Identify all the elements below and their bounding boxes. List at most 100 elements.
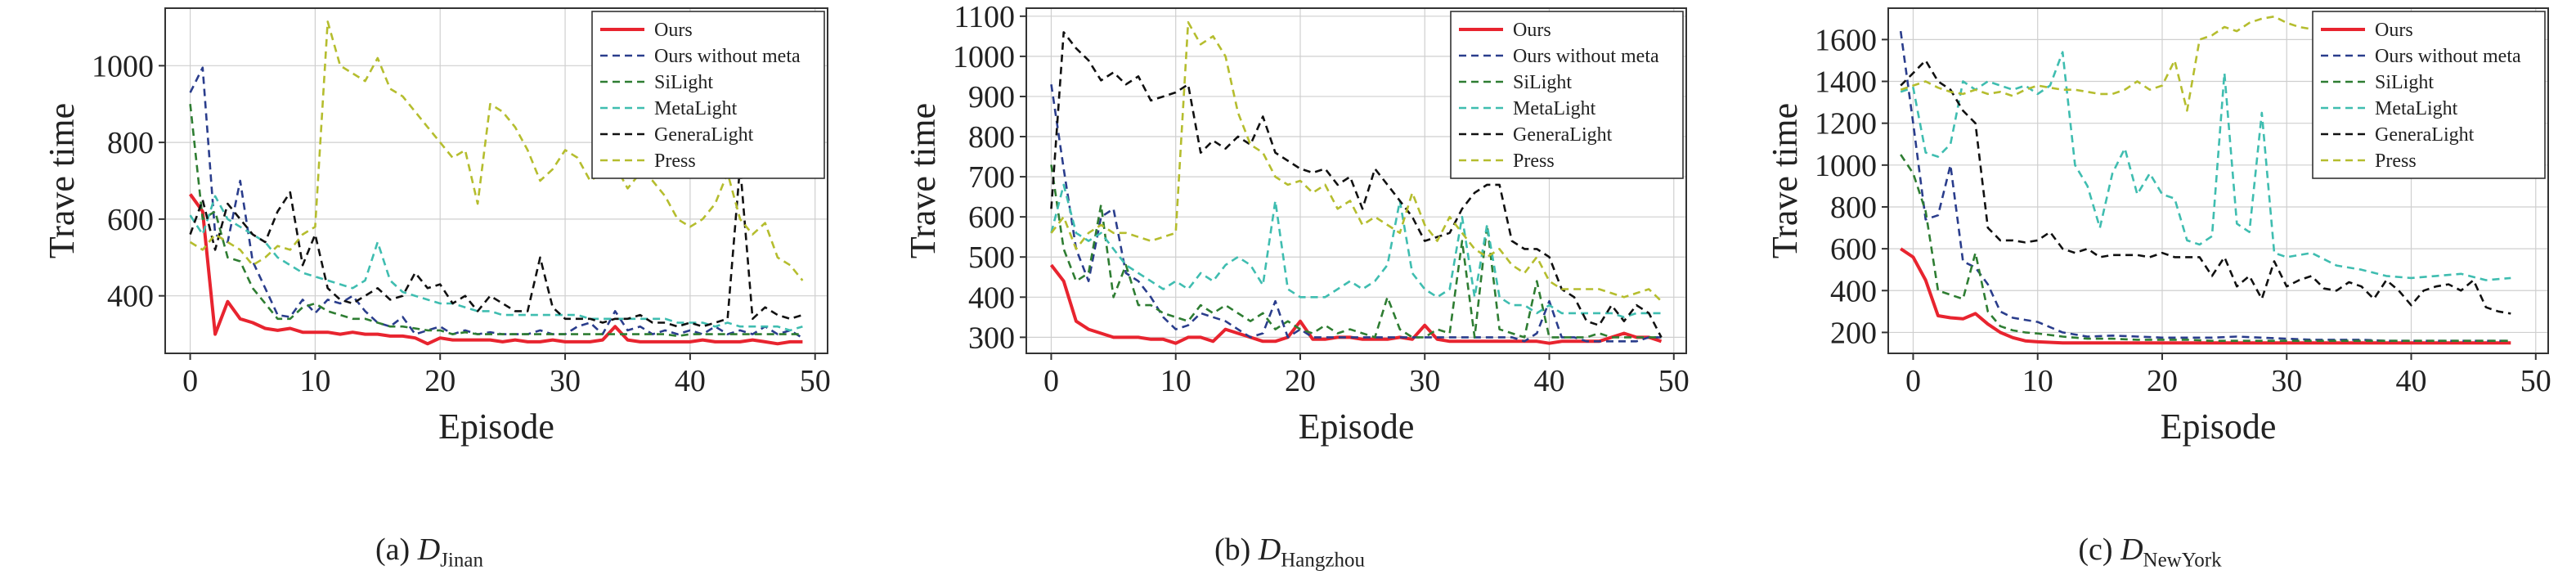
legend-box bbox=[591, 11, 825, 179]
caption-prefix: (b) bbox=[1214, 532, 1251, 567]
series-line-press bbox=[1900, 15, 2312, 112]
series-line-ours-without-meta bbox=[1899, 30, 2511, 343]
x-tick-label: 50 bbox=[1658, 364, 1690, 398]
caption-sub: Jinan bbox=[440, 549, 483, 572]
x-tick-label: 50 bbox=[800, 364, 831, 398]
x-tick-label: 0 bbox=[182, 364, 198, 398]
legend-box bbox=[1450, 11, 1684, 179]
x-tick-label: 10 bbox=[2022, 364, 2053, 398]
y-tick-label: 1400 bbox=[1815, 65, 1877, 100]
y-tick-label: 1000 bbox=[92, 49, 154, 83]
y-tick-label: 700 bbox=[968, 160, 1015, 195]
y-tick-label: 300 bbox=[968, 321, 1015, 355]
x-tick-label: 20 bbox=[424, 364, 456, 398]
legend-label: Ours without meta bbox=[654, 46, 801, 67]
series-line-silight bbox=[1050, 164, 1662, 339]
chart-svg-hangzhou: 0 10 20 30 40 50 300 400 500 600 700 800 900 1000 1100… bbox=[903, 0, 1690, 447]
caption-var: D bbox=[2120, 532, 2143, 567]
y-tick-label: 500 bbox=[968, 240, 1015, 275]
x-tick-label: 40 bbox=[1534, 364, 1565, 398]
chart-caption-newyork: (c) DNewYork bbox=[1721, 532, 2576, 573]
series-line-silight bbox=[189, 104, 803, 338]
series-line-press bbox=[189, 20, 804, 281]
x-tick-label: 30 bbox=[550, 364, 581, 398]
legend-label: Press bbox=[1513, 150, 1555, 172]
legend-label: MetaLight bbox=[654, 98, 738, 119]
legend: Ours Ours without meta SiLight MetaLight Gen… bbox=[2312, 11, 2546, 179]
series-line-metalight bbox=[1050, 183, 1662, 319]
series-line-metalight bbox=[189, 195, 803, 332]
caption-var: D bbox=[1258, 532, 1281, 567]
legend-label: GeneraLight bbox=[2375, 124, 2475, 146]
series-line-generalight bbox=[189, 164, 803, 328]
x-axis-label: Episode bbox=[438, 407, 554, 447]
legend: Ours Ours without meta SiLight MetaLight Gen… bbox=[1450, 11, 1684, 179]
y-tick-label: 200 bbox=[1830, 316, 1877, 350]
legend-label: Ours bbox=[654, 20, 693, 41]
series-line-generalight bbox=[1900, 59, 2511, 315]
y-tick-label: 400 bbox=[968, 281, 1015, 315]
chart-panel-newyork: 0 10 20 30 40 50 200 400 600 800 1000 1200 1400 1600 E… bbox=[1721, 0, 2576, 584]
chart-caption-hangzhou: (b) DHangzhou bbox=[860, 532, 1719, 573]
series-line-silight bbox=[1900, 154, 2511, 343]
legend-label: Ours without meta bbox=[1513, 46, 1659, 67]
caption-var: D bbox=[417, 532, 441, 567]
legend: Ours Ours without meta SiLight MetaLight Gen… bbox=[591, 11, 825, 179]
y-tick-label: 800 bbox=[107, 126, 154, 160]
x-axis-label: Episode bbox=[2161, 407, 2277, 447]
caption-prefix: (a) bbox=[375, 532, 411, 567]
x-tick-label: 40 bbox=[675, 364, 706, 398]
x-tick-label: 30 bbox=[2271, 364, 2302, 398]
y-tick-label: 400 bbox=[107, 280, 154, 314]
caption-sub: Hangzhou bbox=[1281, 549, 1365, 572]
y-tick-label: 600 bbox=[107, 203, 154, 237]
y-tick-label: 900 bbox=[968, 80, 1015, 115]
x-tick-label: 10 bbox=[299, 364, 330, 398]
x-tick-label: 30 bbox=[1409, 364, 1440, 398]
series-line-press bbox=[1050, 20, 1663, 303]
legend-label: Ours without meta bbox=[2375, 46, 2521, 67]
series-line-ours bbox=[1900, 247, 2511, 345]
x-tick-label: 10 bbox=[1160, 364, 1192, 398]
legend-label: GeneraLight bbox=[1513, 124, 1613, 146]
chart-panel-jinan: 0 10 20 30 40 50 400 600 800 1000 Episode Trave tim… bbox=[0, 0, 859, 584]
y-axis-label: Trave time bbox=[903, 103, 943, 258]
x-tick-label: 0 bbox=[1043, 364, 1059, 398]
y-tick-label: 1600 bbox=[1815, 23, 1877, 57]
x-tick-label: 20 bbox=[2147, 364, 2178, 398]
series-line-ours-without-meta bbox=[1050, 84, 1662, 343]
y-tick-label: 1100 bbox=[954, 0, 1015, 34]
legend-label: Ours bbox=[2375, 20, 2413, 41]
y-tick-label: 1200 bbox=[1815, 107, 1877, 142]
x-tick-label: 50 bbox=[2520, 364, 2551, 398]
series-line-generalight bbox=[1050, 31, 1663, 338]
series-line-metalight bbox=[1900, 51, 2511, 281]
y-tick-label: 1000 bbox=[1815, 149, 1877, 183]
y-tick-label: 800 bbox=[968, 120, 1015, 155]
x-tick-label: 20 bbox=[1285, 364, 1316, 398]
legend-label: SiLight bbox=[654, 72, 713, 93]
chart-svg-newyork: 0 10 20 30 40 50 200 400 600 800 1000 1200 1400 1600 E… bbox=[1765, 7, 2551, 447]
x-axis-label: Episode bbox=[1299, 407, 1415, 447]
y-axis-label: Trave time bbox=[1765, 103, 1805, 258]
legend-label: SiLight bbox=[1513, 72, 1572, 93]
plot-frame bbox=[164, 7, 828, 354]
legend-label: Press bbox=[2375, 150, 2417, 172]
y-tick-label: 400 bbox=[1830, 274, 1877, 308]
legend-label: MetaLight bbox=[1513, 98, 1596, 119]
plot-frame bbox=[1887, 7, 2549, 354]
chart-panel-hangzhou: 0 10 20 30 40 50 300 400 500 600 700 800 900 1000 1100… bbox=[860, 0, 1719, 584]
chart-svg-jinan: 0 10 20 30 40 50 400 600 800 1000 Episode Trave tim… bbox=[42, 7, 831, 447]
legend-label: GeneraLight bbox=[654, 124, 754, 146]
chart-caption-jinan: (a) DJinan bbox=[0, 532, 859, 573]
legend-label: Press bbox=[654, 150, 696, 172]
legend-label: SiLight bbox=[2375, 72, 2434, 93]
series-line-ours bbox=[188, 193, 803, 346]
y-tick-label: 800 bbox=[1830, 191, 1877, 225]
legend-label: MetaLight bbox=[2375, 98, 2458, 119]
y-tick-label: 1000 bbox=[953, 40, 1015, 74]
caption-prefix: (c) bbox=[2078, 532, 2113, 567]
plot-frame bbox=[1025, 7, 1687, 354]
caption-sub: NewYork bbox=[2143, 549, 2222, 572]
y-tick-label: 600 bbox=[1830, 232, 1877, 267]
